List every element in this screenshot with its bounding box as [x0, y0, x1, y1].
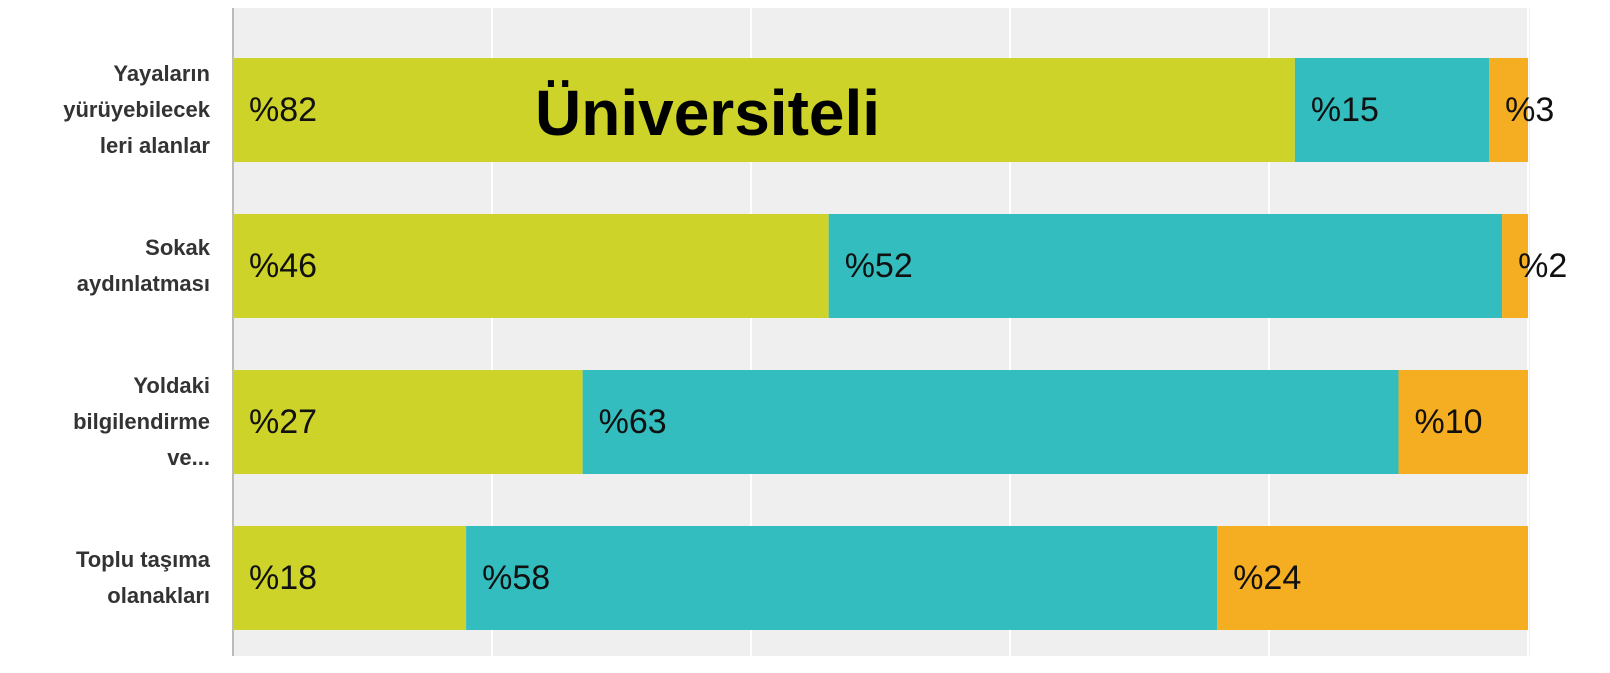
data-label: %18	[249, 559, 317, 597]
bar-segment	[233, 370, 583, 474]
bar-segment	[233, 526, 467, 630]
data-label: %58	[482, 559, 550, 597]
y-tick-label: Toplu taşıma olanakları	[75, 547, 210, 608]
data-label: %63	[599, 403, 667, 441]
data-label: %15	[1311, 91, 1379, 129]
bar-segment	[1502, 214, 1528, 318]
bar-segment	[1489, 58, 1528, 162]
y-tick-label: Yoldaki bilgilendirme ve...	[73, 373, 210, 470]
data-label: %10	[1415, 403, 1483, 441]
y-tick-label: Sokak aydınlatması	[76, 235, 210, 296]
data-label: %2	[1518, 247, 1567, 285]
data-label: %24	[1233, 559, 1301, 597]
data-label: %27	[249, 403, 317, 441]
chart-title: Üniversiteli	[535, 77, 881, 149]
data-label: %52	[845, 247, 913, 285]
y-tick-label: Yayaların yürüyebilecek leri alanlar	[63, 61, 210, 158]
bar-segment	[466, 526, 1218, 630]
bar-segment	[1294, 58, 1490, 162]
bar-segment	[233, 58, 1295, 162]
bar-segment	[233, 214, 829, 318]
bar-segment	[828, 214, 1503, 318]
data-label: %3	[1505, 91, 1554, 129]
data-label: %46	[249, 247, 317, 285]
bar-segment	[582, 370, 1399, 474]
bar-segment	[1217, 526, 1528, 630]
bar-segment	[1398, 370, 1528, 474]
data-label: %82	[249, 91, 317, 129]
